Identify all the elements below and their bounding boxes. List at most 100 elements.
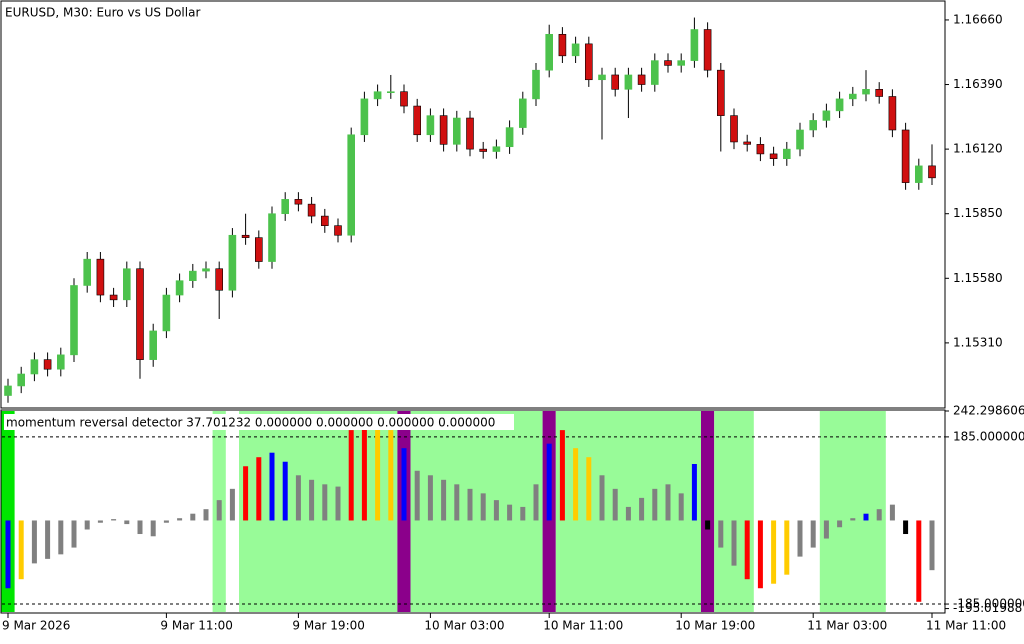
histogram-bar xyxy=(916,520,922,602)
candle-body xyxy=(96,258,105,296)
histogram-bar xyxy=(612,488,618,521)
histogram-bar xyxy=(322,484,328,521)
candle-body xyxy=(83,258,91,286)
candle-body xyxy=(149,330,157,360)
candle-body xyxy=(545,33,554,71)
histogram-bar xyxy=(361,425,367,521)
histogram-bar xyxy=(441,479,447,521)
histogram-bar xyxy=(493,500,499,521)
candle-body xyxy=(664,60,672,66)
candle-body xyxy=(413,105,422,136)
histogram-bar xyxy=(256,457,262,521)
candle-body xyxy=(241,234,250,238)
x-tick-label: 9 Mar 19:00 xyxy=(292,619,365,633)
candle-body xyxy=(848,93,857,100)
histogram-bar xyxy=(823,520,829,539)
y-tick-label: 1.16660 xyxy=(953,12,1003,26)
candle-body xyxy=(175,280,184,296)
candle-body xyxy=(822,110,831,121)
candle-body xyxy=(43,359,52,370)
candle-body xyxy=(70,285,78,356)
histogram-bar xyxy=(309,479,315,521)
histogram-bar xyxy=(573,448,579,521)
candle-body xyxy=(228,234,237,291)
histogram-bar xyxy=(58,520,64,555)
candle-body xyxy=(862,89,870,95)
x-tick-label: 9 Mar 2026 xyxy=(2,619,70,633)
legend-box xyxy=(4,414,514,430)
indicator xyxy=(2,425,945,605)
histogram-bar xyxy=(744,520,750,580)
candle-body xyxy=(386,91,395,94)
y-tick-label: 1.15850 xyxy=(953,206,1003,220)
histogram-bar xyxy=(797,520,803,557)
candle-body xyxy=(796,129,804,150)
candle-body xyxy=(730,115,738,143)
histogram-bar xyxy=(665,484,671,521)
y-tick-label: 1.15310 xyxy=(953,335,1003,349)
histogram-bar xyxy=(639,497,645,521)
x-tick-label: 10 Mar 03:00 xyxy=(424,619,504,633)
x-tick-label: 10 Mar 19:00 xyxy=(675,619,755,633)
y-tick-label: 242.298606 xyxy=(953,404,1024,418)
histogram-bar xyxy=(454,484,460,521)
histogram-bar xyxy=(137,520,143,535)
candle-body xyxy=(782,148,791,159)
candle-body xyxy=(571,43,580,57)
histogram-bar xyxy=(718,520,724,548)
histogram-bar xyxy=(691,463,697,521)
y-tick-label: 1.16120 xyxy=(953,142,1003,156)
candle-body xyxy=(466,117,474,150)
chart-title: EURUSD, M30: Euro vs US Dollar xyxy=(5,6,200,20)
zone xyxy=(701,411,715,612)
histogram-bar xyxy=(652,488,658,521)
candle-body xyxy=(162,294,171,332)
x-tick-label: 11 Mar 11:00 xyxy=(926,619,1006,633)
histogram-bar xyxy=(480,493,486,521)
histogram-bar xyxy=(18,520,24,580)
candle-body xyxy=(769,153,778,159)
x-tick-label: 10 Mar 11:00 xyxy=(543,619,623,633)
candle-body xyxy=(624,74,633,90)
histogram-bar xyxy=(84,520,90,530)
candle-body xyxy=(479,148,488,152)
candle-body xyxy=(360,98,369,136)
y-tick-label: -195.01988 xyxy=(953,601,1022,615)
candle-body xyxy=(189,270,197,281)
histogram-bar xyxy=(282,461,288,521)
histogram-bar xyxy=(837,520,843,528)
histogram-bar xyxy=(97,520,103,523)
histogram-bar xyxy=(903,520,909,535)
candle-body xyxy=(888,96,897,131)
candle-body xyxy=(558,33,567,57)
histogram-bar xyxy=(335,486,341,521)
histogram-bar xyxy=(124,520,130,525)
histogram-bar xyxy=(863,513,869,521)
candle-body xyxy=(716,69,725,116)
zone xyxy=(714,411,754,612)
x-tick-label: 11 Mar 03:00 xyxy=(807,619,887,633)
y-tick-label: 1.15580 xyxy=(953,271,1003,285)
histogram-bar xyxy=(771,520,777,584)
histogram-bar xyxy=(150,520,156,537)
candle-body xyxy=(347,134,356,236)
histogram-bar xyxy=(229,488,235,521)
histogram-bar xyxy=(190,513,196,521)
candle-body xyxy=(426,115,435,136)
candle-body xyxy=(17,373,26,387)
candle-body xyxy=(215,268,223,291)
candle-body xyxy=(492,146,501,152)
histogram-bar xyxy=(929,520,935,571)
candle-body xyxy=(255,237,263,262)
histogram-bar xyxy=(876,509,882,521)
histogram-bar xyxy=(163,520,169,523)
histogram-bar xyxy=(269,452,275,521)
candle-body xyxy=(109,294,118,301)
zone xyxy=(1,411,15,612)
histogram-bar xyxy=(586,457,592,521)
candle-body xyxy=(650,60,659,85)
histogram-bar xyxy=(757,520,763,589)
candle-body xyxy=(690,29,699,61)
price-panel xyxy=(4,17,936,403)
